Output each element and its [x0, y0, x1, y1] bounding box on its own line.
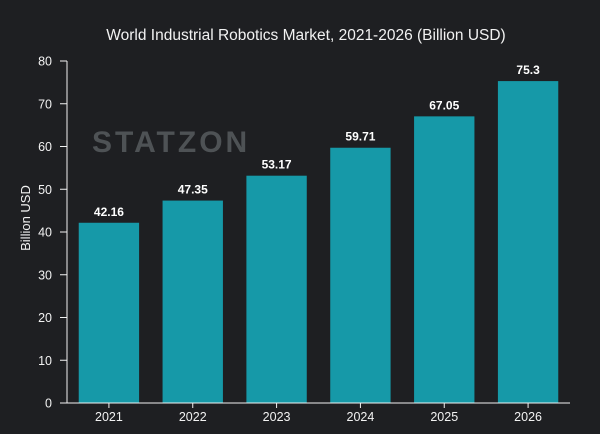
axes — [66, 61, 570, 404]
x-tick-label-2023: 2023 — [263, 410, 291, 424]
y-tick-label: 20 — [38, 311, 52, 325]
data-label-2024: 59.71 — [345, 130, 375, 144]
y-tick-label: 80 — [38, 55, 52, 69]
bar-2022 — [162, 200, 223, 403]
y-tick-label: 50 — [38, 183, 52, 197]
data-label-2023: 53.17 — [262, 158, 292, 172]
y-tick-label: 60 — [38, 140, 52, 154]
bar-2024 — [330, 147, 391, 403]
bar-2025 — [414, 116, 475, 403]
bar-2026 — [497, 81, 559, 403]
bar-2023 — [246, 175, 307, 403]
y-tick-label: 30 — [38, 268, 52, 282]
y-axis-label: Billion USD — [18, 185, 33, 251]
data-label-2021: 42.16 — [94, 205, 124, 219]
data-label-2025: 67.05 — [429, 98, 459, 112]
y-tick-label: 10 — [38, 354, 52, 368]
y-tick-label: 70 — [38, 97, 52, 111]
x-tick-label-2024: 2024 — [347, 410, 375, 424]
y-tick-label: 40 — [38, 226, 52, 240]
x-tick-label-2022: 2022 — [179, 410, 207, 424]
bar-2021 — [78, 222, 140, 403]
bar-series: 42.16 47.35 53.17 59.71 67.05 75.3 — [78, 63, 559, 403]
x-tick-label-2021: 2021 — [95, 410, 123, 424]
y-axis-ticks: 0 10 20 30 40 50 60 70 80 — [38, 55, 67, 411]
x-tick-label-2026: 2026 — [514, 410, 542, 424]
watermark-logo: STATZON — [92, 126, 250, 159]
data-label-2022: 47.35 — [178, 183, 208, 197]
x-tick-label-2025: 2025 — [430, 410, 458, 424]
y-tick-label: 0 — [45, 397, 52, 411]
data-label-2026: 75.3 — [516, 63, 540, 77]
x-axis-ticks: 2021 2022 2023 2024 2025 2026 — [95, 403, 542, 424]
chart-title: World Industrial Robotics Market, 2021-2… — [106, 27, 505, 44]
